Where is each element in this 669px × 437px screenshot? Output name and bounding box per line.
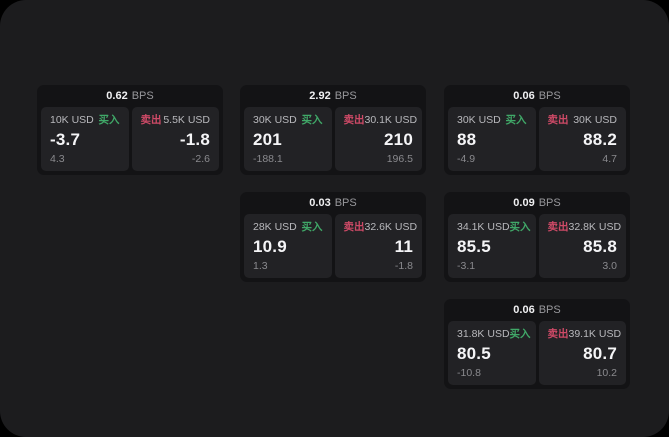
- buy-price: 10.9: [253, 236, 287, 256]
- spread-header: 0.09 BPS: [448, 192, 626, 214]
- buy-tag: 买入: [301, 221, 323, 233]
- sell-tag: 卖出: [547, 114, 569, 126]
- sell-amount-label: 32.8K USD: [568, 221, 622, 233]
- sell-price: 80.7: [583, 343, 617, 363]
- sell-sub-value: 196.5: [386, 153, 413, 165]
- spread-value: 0.06: [513, 90, 535, 102]
- spread-header: 2.92 BPS: [244, 85, 422, 107]
- buy-tag: 买入: [301, 114, 323, 126]
- spread-unit-label: BPS: [334, 197, 357, 209]
- buy-amount-label: 30K USD: [253, 114, 297, 126]
- sell-sub-value: 10.2: [596, 367, 617, 379]
- sell-price: -1.8: [179, 129, 210, 149]
- buy-amount-label: 31.8K USD: [457, 328, 510, 340]
- sell-sub-value: 3.0: [602, 260, 617, 272]
- quote-panels: 31.8K USD 买入 80.5 -10.8 卖出 39.1K USD 80.…: [448, 321, 626, 385]
- buy-sub-value: 4.3: [50, 153, 65, 165]
- spread-unit-label: BPS: [538, 304, 561, 316]
- sell-panel[interactable]: 卖出 5.5K USD -1.8 -2.6: [131, 107, 219, 171]
- sell-tag: 卖出: [140, 114, 162, 126]
- buy-tag: 买入: [505, 114, 527, 126]
- buy-tag: 买入: [509, 328, 531, 340]
- sell-price: 85.8: [583, 236, 617, 256]
- buy-panel[interactable]: 30K USD 买入 201 -188.1: [244, 107, 332, 171]
- sell-tag: 卖出: [343, 114, 365, 126]
- sell-price: 210: [384, 129, 413, 149]
- buy-amount-label: 28K USD: [253, 221, 297, 233]
- spread-value: 0.09: [513, 197, 535, 209]
- spread-value: 0.03: [309, 197, 331, 209]
- sell-panel[interactable]: 卖出 39.1K USD 80.7 10.2: [538, 321, 626, 385]
- spread-value: 2.92: [309, 90, 331, 102]
- buy-price: 85.5: [457, 236, 491, 256]
- quote-card: 0.06 BPS 30K USD 买入 88 -4.9 卖出 30K USD 8…: [444, 85, 630, 175]
- spread-value: 0.06: [513, 304, 535, 316]
- quote-panels: 30K USD 买入 201 -188.1 卖出 30.1K USD 210 1…: [244, 107, 422, 171]
- buy-tag: 买入: [98, 114, 120, 126]
- quote-card: 0.09 BPS 34.1K USD 买入 85.5 -3.1 卖出 32.8K…: [444, 192, 630, 282]
- buy-sub-value: -3.1: [457, 260, 476, 272]
- sell-panel[interactable]: 卖出 30K USD 88.2 4.7: [538, 107, 626, 171]
- quote-panels: 28K USD 买入 10.9 1.3 卖出 32.6K USD 11 -1.8: [244, 214, 422, 278]
- sell-panel[interactable]: 卖出 32.8K USD 85.8 3.0: [538, 214, 626, 278]
- buy-amount-label: 30K USD: [457, 114, 501, 126]
- buy-price: -3.7: [50, 129, 81, 149]
- quote-panels: 30K USD 买入 88 -4.9 卖出 30K USD 88.2 4.7: [448, 107, 626, 171]
- sell-amount-label: 5.5K USD: [163, 114, 210, 126]
- sell-panel[interactable]: 卖出 32.6K USD 11 -1.8: [334, 214, 422, 278]
- buy-price: 201: [253, 129, 282, 149]
- spread-unit-label: BPS: [538, 90, 561, 102]
- quote-card: 2.92 BPS 30K USD 买入 201 -188.1 卖出 30.1K …: [240, 85, 426, 175]
- buy-amount-label: 34.1K USD: [457, 221, 510, 233]
- sell-amount-label: 32.6K USD: [364, 221, 418, 233]
- sell-sub-value: -2.6: [191, 153, 210, 165]
- sell-price: 11: [394, 236, 413, 256]
- buy-panel[interactable]: 34.1K USD 买入 85.5 -3.1: [448, 214, 536, 278]
- spread-header: 0.06 BPS: [448, 85, 626, 107]
- sell-price: 88.2: [583, 129, 617, 149]
- buy-tag: 买入: [509, 221, 531, 233]
- sell-panel[interactable]: 卖出 30.1K USD 210 196.5: [334, 107, 422, 171]
- spread-unit-label: BPS: [334, 90, 357, 102]
- sell-amount-label: 30.1K USD: [364, 114, 418, 126]
- quote-card: 0.62 BPS 10K USD 买入 -3.7 4.3 卖出 5.5K USD…: [37, 85, 223, 175]
- sell-tag: 卖出: [547, 328, 569, 340]
- sell-tag: 卖出: [547, 221, 569, 233]
- buy-sub-value: -4.9: [457, 153, 476, 165]
- spread-value: 0.62: [106, 90, 128, 102]
- spread-unit-label: BPS: [131, 90, 154, 102]
- quote-panels: 34.1K USD 买入 85.5 -3.1 卖出 32.8K USD 85.8…: [448, 214, 626, 278]
- sell-sub-value: -1.8: [394, 260, 413, 272]
- buy-sub-value: -10.8: [457, 367, 481, 379]
- buy-panel[interactable]: 28K USD 买入 10.9 1.3: [244, 214, 332, 278]
- sell-tag: 卖出: [343, 221, 365, 233]
- buy-panel[interactable]: 10K USD 买入 -3.7 4.3: [41, 107, 129, 171]
- buy-price: 80.5: [457, 343, 491, 363]
- buy-price: 88: [457, 129, 477, 149]
- sell-amount-label: 39.1K USD: [568, 328, 622, 340]
- buy-amount-label: 10K USD: [50, 114, 94, 126]
- spread-header: 0.03 BPS: [244, 192, 422, 214]
- spread-unit-label: BPS: [538, 197, 561, 209]
- buy-sub-value: -188.1: [253, 153, 283, 165]
- sell-sub-value: 4.7: [602, 153, 617, 165]
- buy-panel[interactable]: 31.8K USD 买入 80.5 -10.8: [448, 321, 536, 385]
- quote-panels: 10K USD 买入 -3.7 4.3 卖出 5.5K USD -1.8 -2.…: [41, 107, 219, 171]
- spread-header: 0.06 BPS: [448, 299, 626, 321]
- buy-sub-value: 1.3: [253, 260, 268, 272]
- buy-panel[interactable]: 30K USD 买入 88 -4.9: [448, 107, 536, 171]
- spread-header: 0.62 BPS: [41, 85, 219, 107]
- sell-amount-label: 30K USD: [573, 114, 617, 126]
- quote-card: 0.03 BPS 28K USD 买入 10.9 1.3 卖出 32.6K US…: [240, 192, 426, 282]
- quote-card: 0.06 BPS 31.8K USD 买入 80.5 -10.8 卖出 39.1…: [444, 299, 630, 389]
